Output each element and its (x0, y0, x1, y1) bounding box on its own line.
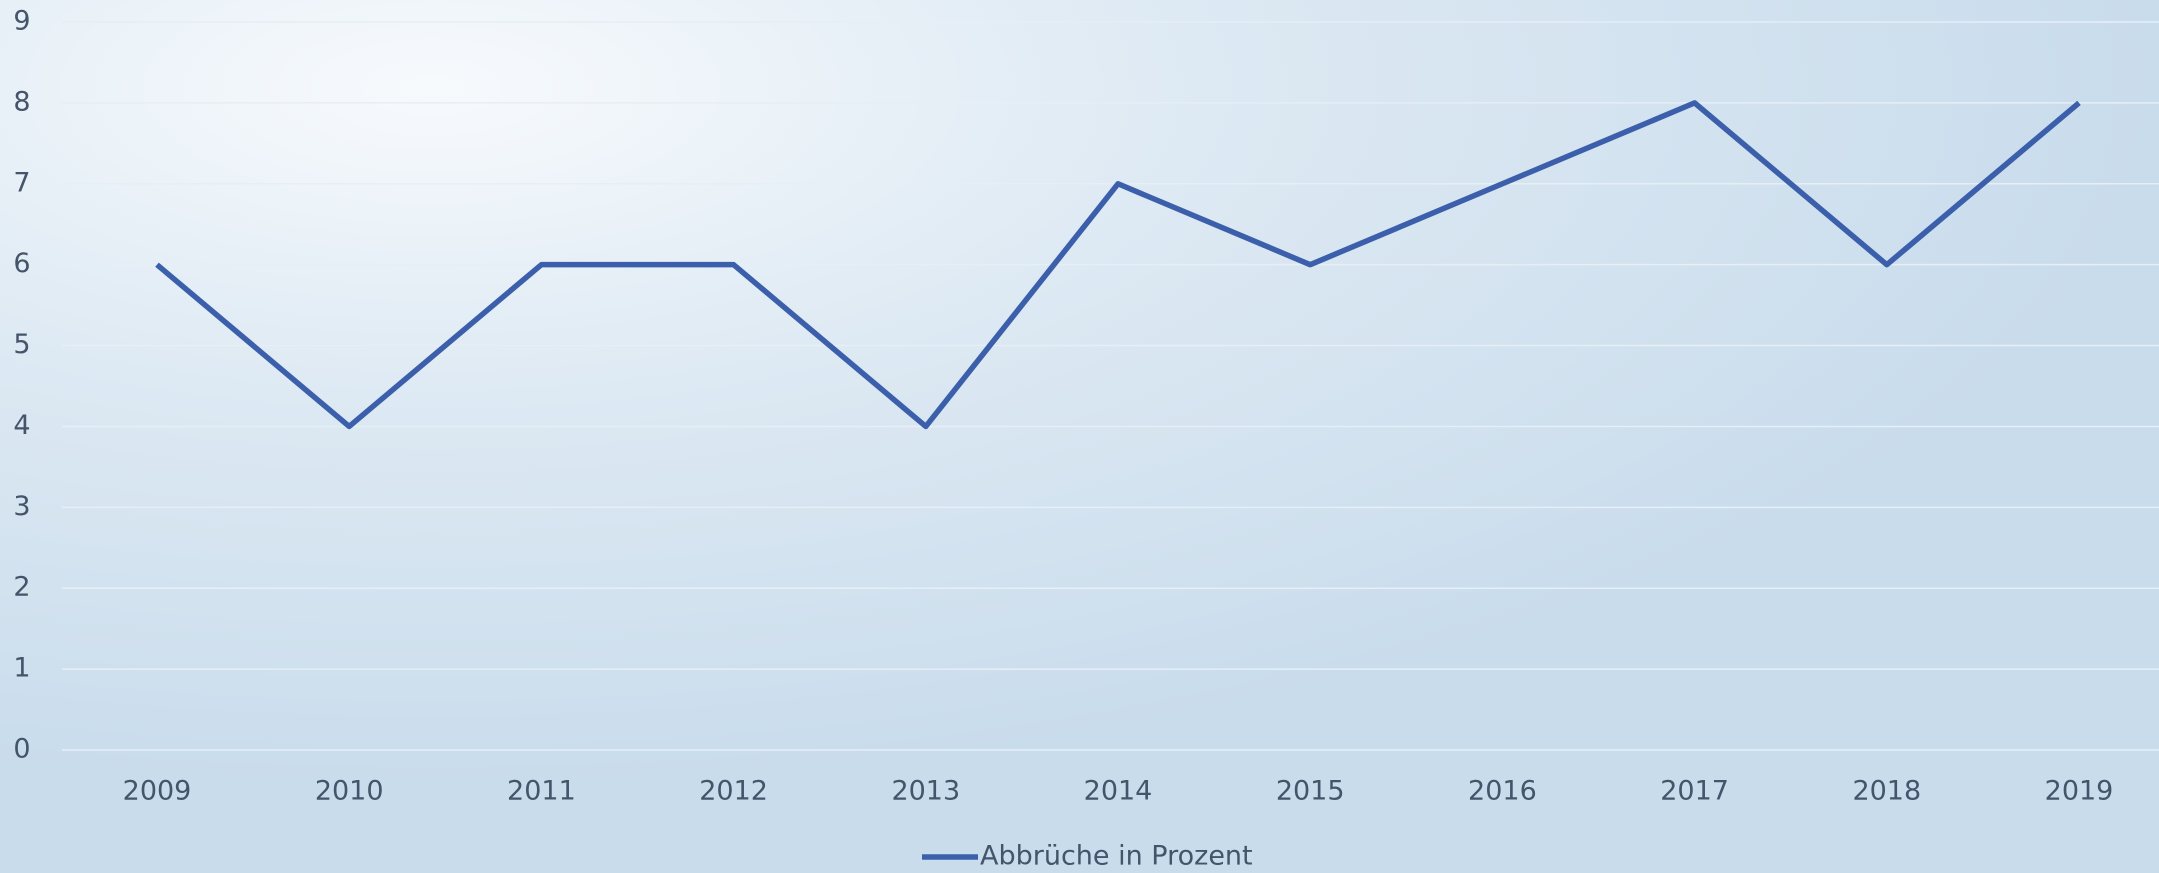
x-tick-label: 2012 (699, 776, 768, 807)
x-tick-label: 2018 (1852, 776, 1921, 807)
x-tick-label: 2009 (123, 776, 192, 807)
y-tick-label: 5 (13, 329, 30, 360)
y-tick-label: 9 (13, 6, 30, 37)
y-tick-label: 1 (13, 653, 30, 684)
x-tick-label: 2014 (1084, 776, 1153, 807)
x-tick-label: 2013 (891, 776, 960, 807)
y-tick-label: 7 (13, 167, 30, 198)
y-tick-label: 4 (13, 410, 30, 441)
x-tick-label: 2019 (2045, 776, 2114, 807)
chart: 0 1 2 3 4 5 6 7 8 9 2009 2010 2011 2012 2013 2014 2015 20… (0, 0, 2159, 873)
x-tick-label: 2010 (315, 776, 384, 807)
legend-label: Abbrüche in Prozent (980, 841, 1253, 872)
background (0, 0, 2159, 873)
y-tick-label: 0 (13, 734, 30, 765)
y-tick-label: 8 (13, 86, 30, 117)
y-tick-label: 2 (13, 572, 30, 603)
x-tick-label: 2016 (1468, 776, 1537, 807)
x-tick-label: 2015 (1276, 776, 1345, 807)
y-tick-label: 6 (13, 248, 30, 279)
x-tick-label: 2017 (1660, 776, 1729, 807)
x-tick-label: 2011 (507, 776, 576, 807)
y-tick-label: 3 (13, 491, 30, 522)
